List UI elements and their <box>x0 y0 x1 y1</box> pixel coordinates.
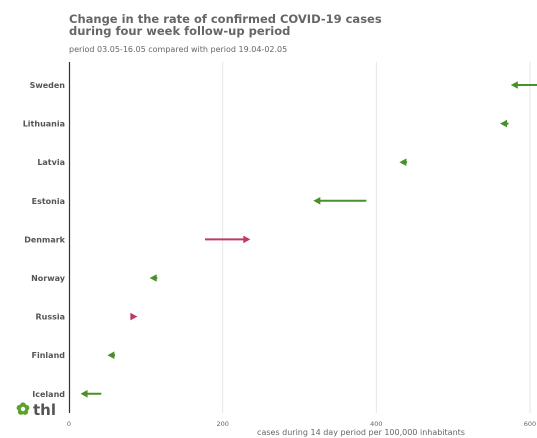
arrow-norway <box>149 274 158 282</box>
x-tick-label: 0 <box>67 420 71 428</box>
x-tick-label: 400 <box>370 420 382 428</box>
arrow-head <box>107 351 115 359</box>
chart-subtitle: period 03.05-16.05 compared with period … <box>69 45 287 54</box>
arrow-head <box>313 197 321 205</box>
category-label: Latvia <box>37 158 65 167</box>
category-labels: Sweden Lithuania Latvia Estonia Denmark Norwa… <box>23 81 66 399</box>
arrow-head <box>500 119 508 128</box>
arrow-finland <box>107 351 116 359</box>
x-axis-title: cases during 14 day period per 100,000 i… <box>257 428 465 437</box>
category-label: Sweden <box>30 81 66 90</box>
chart-title-line-2: during four week follow-up period <box>69 24 290 38</box>
arrow-denmark <box>204 235 251 244</box>
arrow-head <box>80 390 88 398</box>
x-tick-labels: 0 200 400 600 <box>67 420 536 428</box>
category-label: Iceland <box>32 390 65 399</box>
category-label: Finland <box>32 351 66 360</box>
arrow-head <box>510 81 518 89</box>
x-tick-label: 200 <box>216 420 228 428</box>
thl-flower-icon <box>16 402 30 415</box>
category-label: Estonia <box>32 197 65 206</box>
arrow-head <box>399 158 407 166</box>
arrow-latvia <box>399 158 408 166</box>
thl-logo: thl <box>16 401 56 419</box>
chart-title-line-1: Change in the rate of confirmed COVID-19… <box>69 12 382 26</box>
category-label: Norway <box>31 274 66 283</box>
arrow-iceland <box>80 390 102 398</box>
arrow-russia <box>130 312 138 321</box>
category-label: Russia <box>35 313 65 322</box>
category-label: Lithuania <box>23 120 65 129</box>
arrow-marks <box>80 81 537 398</box>
arrow-estonia <box>313 197 367 205</box>
arrow-lithuania <box>500 119 509 128</box>
arrow-sweden <box>510 81 537 89</box>
grid-lines <box>222 62 531 413</box>
logo-text: thl <box>33 401 56 419</box>
arrow-head <box>149 274 157 282</box>
category-label: Denmark <box>24 235 65 244</box>
arrow-head <box>130 312 138 321</box>
arrow-head <box>243 235 251 244</box>
x-tick-label: 600 <box>524 420 536 428</box>
